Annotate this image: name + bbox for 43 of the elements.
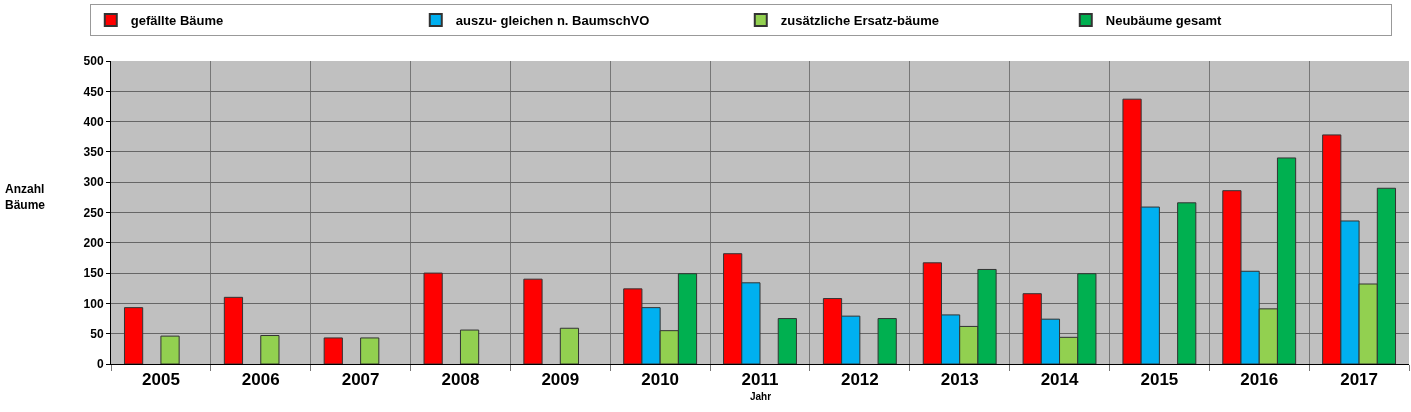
x-tick-label: 2007 [341, 370, 380, 390]
y-tick-label: 100 [83, 296, 104, 311]
y-tick-label: 500 [83, 54, 104, 69]
legend-label: gefällte Bäume [130, 13, 224, 29]
y-tick-label: 150 [83, 266, 104, 281]
bar [160, 335, 180, 364]
bar [1177, 202, 1197, 364]
y-tick-label: 50 [90, 326, 104, 341]
bar [423, 272, 443, 364]
legend-label: zusätzliche Ersatz-bäume [780, 13, 939, 29]
y-tick-label: 0 [96, 357, 104, 372]
y-tick-label: 200 [83, 236, 104, 250]
bar [223, 296, 244, 364]
bar [260, 335, 280, 364]
y-tick-label: 400 [83, 114, 104, 129]
bar [523, 278, 543, 364]
bar [123, 307, 144, 364]
x-axis-title: Jahr [750, 391, 772, 402]
x-tick-label: 2012 [840, 370, 879, 390]
x-tick-label: 2010 [641, 370, 680, 390]
bar [360, 337, 380, 364]
legend-label: Neubäume gesamt [1105, 13, 1223, 29]
x-tick-label: 2014 [1040, 370, 1079, 390]
x-tick-label: 2005 [142, 370, 180, 390]
x-tick-label: 2016 [1240, 370, 1279, 390]
x-tick-label: 2015 [1140, 370, 1179, 390]
x-tick-label: 2009 [541, 370, 580, 390]
y-tick-label: 450 [83, 84, 104, 99]
bar [877, 318, 897, 364]
legend-label: auszu- gleichen n. BaumschVO [455, 13, 650, 29]
x-tick-label: 2011 [741, 370, 779, 390]
bar [559, 327, 580, 364]
bar [323, 337, 343, 364]
y-tick-label: 350 [83, 145, 104, 160]
y-tick-label: 300 [83, 175, 104, 190]
y-tick-label: 250 [83, 205, 104, 220]
bar [777, 318, 797, 364]
x-tick-label: 2008 [441, 370, 480, 390]
x-tick-label: 2013 [940, 370, 979, 390]
x-tick-label: 2017 [1340, 370, 1378, 390]
x-tick-label: 2006 [241, 370, 280, 390]
bar [459, 329, 480, 364]
y-axis-title: Anzahl Bäume [5, 182, 46, 212]
